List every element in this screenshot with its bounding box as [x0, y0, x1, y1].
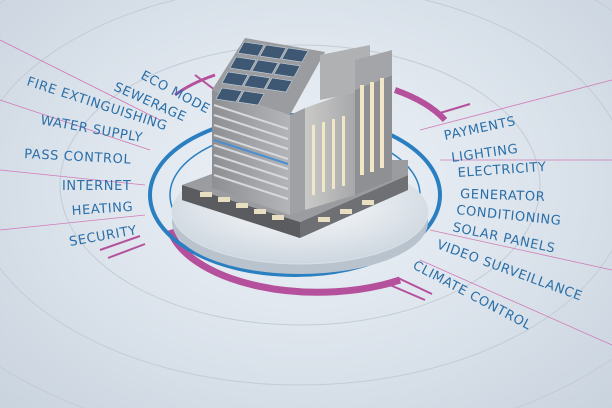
label-electricity: ELECTRICITY	[457, 160, 547, 181]
label-security: SECURITY	[68, 223, 138, 250]
right-connector-lines	[419, 79, 612, 346]
label-generator: GENERATOR	[460, 187, 546, 205]
tower-window-bands	[213, 104, 289, 200]
magenta-ring	[166, 73, 448, 296]
left-connector-lines	[0, 39, 161, 231]
ground-floor-windows	[200, 192, 374, 222]
label-internet: INTERNET	[62, 179, 131, 194]
solar-panels	[215, 41, 309, 106]
magenta-ticks	[99, 74, 471, 301]
label-pass-control: PASS CONTROL	[24, 147, 132, 168]
right-wing-windows	[312, 78, 384, 195]
building	[182, 38, 408, 238]
label-payments: PAYMENTS	[443, 114, 518, 144]
label-heating: HEATING	[71, 200, 134, 219]
